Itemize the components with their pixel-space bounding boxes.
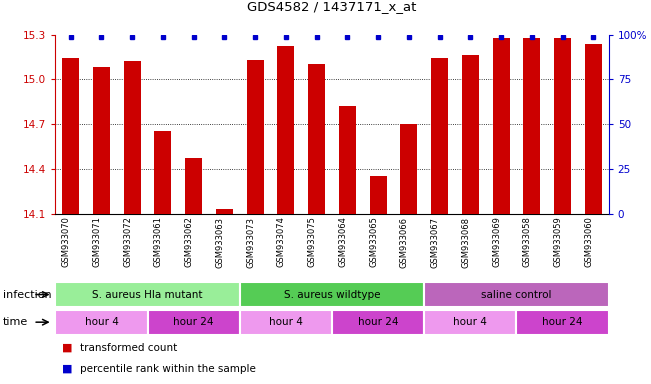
Text: GSM933070: GSM933070 (62, 217, 71, 267)
Text: time: time (3, 317, 28, 327)
Text: hour 24: hour 24 (542, 317, 583, 327)
Text: ■: ■ (62, 343, 72, 353)
Text: GSM933059: GSM933059 (553, 217, 562, 267)
Text: ■: ■ (62, 364, 72, 374)
Text: GSM933067: GSM933067 (430, 217, 439, 268)
Bar (493, 38, 510, 214)
Text: hour 24: hour 24 (358, 317, 398, 327)
Text: GSM933069: GSM933069 (492, 217, 501, 267)
Bar (240, 282, 424, 307)
Text: hour 4: hour 4 (269, 317, 303, 327)
Text: GSM933063: GSM933063 (215, 217, 225, 268)
Bar (62, 58, 79, 214)
Bar (400, 124, 417, 214)
Bar (55, 282, 240, 307)
Bar (216, 209, 233, 214)
Text: saline control: saline control (481, 290, 551, 300)
Bar (424, 310, 516, 334)
Bar (332, 310, 424, 334)
Bar (124, 61, 141, 214)
Bar (154, 131, 171, 214)
Bar (370, 176, 387, 214)
Text: GSM933066: GSM933066 (400, 217, 409, 268)
Text: GSM933065: GSM933065 (369, 217, 378, 267)
Text: S. aureus Hla mutant: S. aureus Hla mutant (92, 290, 203, 300)
Text: hour 4: hour 4 (453, 317, 488, 327)
Text: GSM933074: GSM933074 (277, 217, 286, 267)
Text: infection: infection (3, 290, 51, 300)
Text: GSM933068: GSM933068 (462, 217, 470, 268)
Text: GSM933075: GSM933075 (308, 217, 316, 267)
Text: GSM933058: GSM933058 (523, 217, 532, 267)
Text: GSM933061: GSM933061 (154, 217, 163, 267)
Bar (339, 106, 356, 214)
Bar (148, 310, 240, 334)
Text: hour 4: hour 4 (85, 317, 118, 327)
Text: GSM933062: GSM933062 (185, 217, 194, 267)
Bar (308, 65, 325, 214)
Bar (277, 46, 294, 214)
Text: hour 24: hour 24 (173, 317, 214, 327)
Text: percentile rank within the sample: percentile rank within the sample (80, 364, 256, 374)
Bar (55, 310, 148, 334)
Bar (424, 282, 609, 307)
Bar (462, 55, 478, 214)
Bar (186, 158, 202, 214)
Text: S. aureus wildtype: S. aureus wildtype (284, 290, 380, 300)
Text: GDS4582 / 1437171_x_at: GDS4582 / 1437171_x_at (247, 0, 417, 13)
Text: GSM933072: GSM933072 (123, 217, 132, 267)
Bar (516, 310, 609, 334)
Text: GSM933060: GSM933060 (585, 217, 593, 267)
Bar (554, 38, 571, 214)
Text: transformed count: transformed count (80, 343, 177, 353)
Bar (585, 43, 602, 214)
Bar (247, 60, 264, 214)
Text: GSM933064: GSM933064 (339, 217, 348, 267)
Bar (240, 310, 332, 334)
Bar (523, 38, 540, 214)
Bar (431, 58, 448, 214)
Bar (93, 67, 110, 214)
Text: GSM933071: GSM933071 (92, 217, 102, 267)
Text: GSM933073: GSM933073 (246, 217, 255, 268)
